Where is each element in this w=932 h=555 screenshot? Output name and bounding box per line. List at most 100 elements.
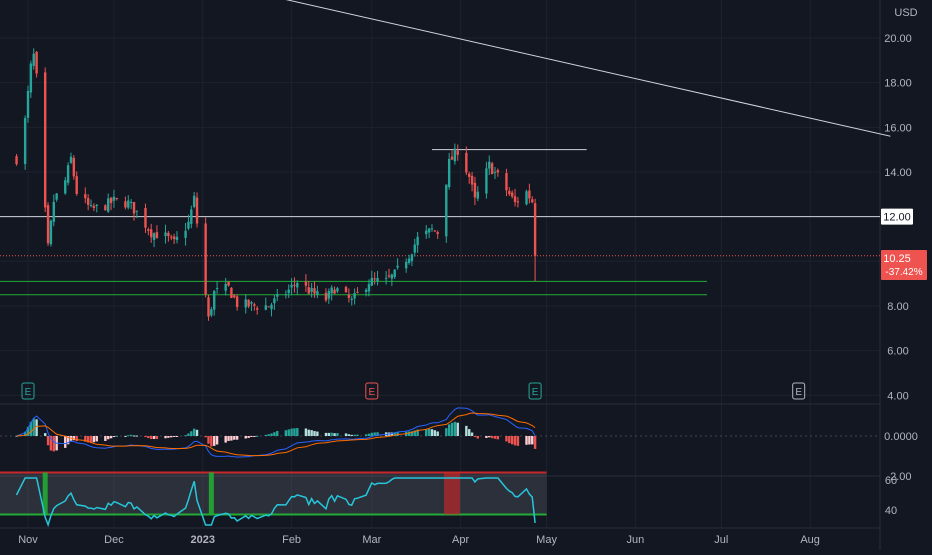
candle-body [155, 232, 159, 239]
time-tick-label: 2023 [191, 534, 215, 546]
macd-histogram-bar [430, 429, 434, 436]
level-label: 12.00 [883, 212, 911, 224]
price-tick-label: 8.00 [887, 301, 908, 313]
macd-histogram-bar [356, 434, 359, 436]
candle-body [49, 220, 53, 245]
candle-body [333, 289, 336, 294]
earnings-marker-box [792, 382, 806, 400]
macd-histogram-bar [192, 428, 196, 436]
candle-body [445, 184, 448, 237]
candle-body [407, 258, 411, 263]
rsi-line [15, 477, 536, 528]
macd-histogram-bar [256, 435, 259, 437]
last-price-value: 10.25 [883, 253, 911, 265]
macd-histogram-bar [290, 428, 293, 436]
candle-body [470, 175, 474, 185]
candle-body [64, 180, 67, 194]
candle-body [276, 294, 279, 297]
macd-histogram-bar [270, 433, 273, 436]
macd-histogram-bar [310, 430, 313, 436]
macd-histogram-bar [92, 436, 96, 443]
macd-histogram-bar [516, 436, 520, 446]
macd-histogram-bar [390, 432, 394, 436]
macd-histogram-bar [235, 436, 239, 440]
macd-histogram-bar [330, 432, 333, 436]
macd-histogram-bar [445, 428, 448, 436]
candle-body [344, 287, 348, 293]
macd-histogram-bar [124, 435, 127, 437]
candle-body [376, 277, 379, 282]
macd-histogram-bar [253, 436, 256, 437]
macd-histogram-bar [347, 434, 351, 436]
macd-histogram-bar [215, 436, 219, 445]
candle-body [184, 230, 187, 238]
macd-histogram-bar [296, 428, 299, 436]
candle-body [347, 294, 351, 298]
macd-histogram-bar [132, 435, 136, 437]
candle-body [230, 287, 233, 298]
level-label-box [881, 208, 913, 225]
candle-body [456, 150, 459, 155]
time-tick-label: Dec [104, 534, 124, 546]
candle-body [447, 158, 451, 188]
price-tick-label: 18.00 [884, 78, 912, 90]
macd-histogram-bar [533, 436, 537, 449]
candle-body [170, 236, 173, 238]
macd-histogram-bar [273, 432, 276, 436]
candle-body [132, 202, 136, 214]
candle-body [416, 236, 419, 246]
candle-body [135, 210, 139, 212]
candle-body [324, 292, 328, 301]
macd-histogram-bar [84, 436, 87, 442]
macd-histogram-bar [267, 434, 270, 436]
macd-histogram-bar [468, 429, 471, 436]
candle-body [413, 244, 416, 253]
macd-histogram-bar [407, 431, 411, 436]
macd-histogram-bar [72, 436, 76, 441]
macd-histogram-bar [436, 431, 439, 436]
price-tick-label: 14.00 [884, 167, 912, 179]
macd-histogram-bar [333, 433, 336, 436]
macd-histogram-bar [276, 431, 279, 436]
earnings-marker[interactable]: E [792, 382, 806, 400]
candle-body [144, 208, 147, 228]
macd-histogram-bar [373, 432, 376, 436]
macd-histogram-bar [413, 430, 416, 436]
candle-body [367, 284, 371, 292]
macd-histogram-bar [244, 436, 247, 439]
candle-body [350, 298, 353, 300]
macd-histogram-bar [456, 422, 459, 436]
macd-histogram-bar [210, 436, 213, 447]
earnings-marker[interactable]: E [21, 382, 35, 400]
candle-body [293, 284, 296, 286]
macd-histogram-bar [344, 433, 348, 436]
candle-body [490, 163, 494, 175]
price-tick-label: 16.00 [884, 122, 912, 134]
macd-histogram-bar [264, 434, 267, 436]
candle-body [505, 173, 508, 191]
macd-histogram-bar [204, 436, 207, 438]
macd-histogram-bar [447, 424, 451, 436]
signal-line [16, 412, 536, 457]
candle-body [167, 232, 170, 237]
macd-histogram-bar [353, 434, 356, 436]
macd-line [16, 407, 536, 458]
candle-body [430, 228, 434, 230]
candle-body [493, 171, 497, 173]
macd-histogram-bar [350, 434, 353, 436]
time-tick-label: May [536, 534, 557, 546]
candle-body [290, 284, 293, 288]
earnings-marker[interactable]: E [528, 382, 542, 400]
candle-body [112, 196, 116, 201]
candle-body [433, 230, 437, 232]
candle-body [468, 173, 471, 177]
macd-histogram-bar [207, 436, 210, 444]
macd-histogram-bar [247, 436, 250, 438]
candle-body [425, 230, 428, 235]
candle-body [86, 198, 90, 205]
macd-histogram-bar [152, 436, 156, 439]
earnings-marker[interactable]: E [365, 382, 379, 400]
